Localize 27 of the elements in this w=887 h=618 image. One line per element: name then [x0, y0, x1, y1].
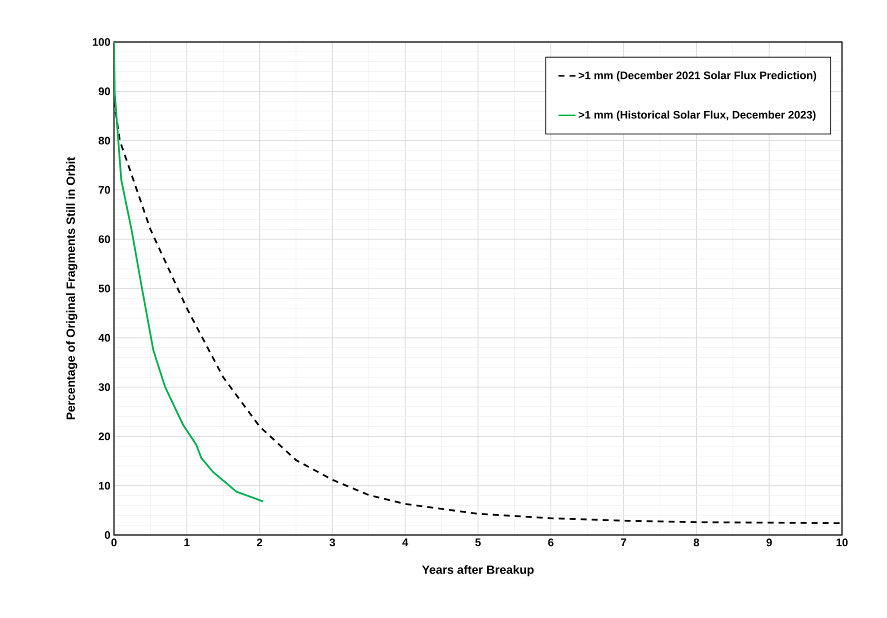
x-axis-title: Years after Breakup [422, 565, 534, 576]
y-tick-label: 30 [98, 383, 110, 391]
x-tick-label: 6 [548, 538, 554, 546]
x-tick-label: 4 [402, 538, 408, 546]
y-tick-label: 20 [98, 432, 110, 440]
y-tick-label: 10 [98, 482, 110, 490]
x-tick-label: 0 [111, 538, 117, 546]
legend-label: >1 mm (Historical Solar Flux, December 2023) [578, 110, 816, 121]
y-tick-label: 0 [104, 531, 110, 539]
y-tick-label: 60 [98, 235, 110, 244]
x-tick-label: 2 [256, 538, 262, 546]
x-tick-label: 1 [184, 538, 190, 546]
y-tick-label: 50 [98, 284, 110, 292]
x-tick-label: 10 [836, 538, 848, 546]
y-axis-title: Percentage of Original Fragments Still in Orbit [66, 157, 78, 420]
legend-label: >1 mm (December 2021 Solar Flux Prediction) [578, 71, 816, 82]
x-tick-label: 5 [475, 538, 481, 546]
y-tick-label: 40 [98, 334, 110, 342]
line-series [114, 42, 264, 502]
y-tick-label: 90 [98, 87, 110, 96]
x-tick-label: 7 [621, 538, 626, 546]
x-tick-label: 8 [694, 538, 700, 546]
x-tick-label: 3 [330, 538, 336, 546]
y-tick-label: 70 [98, 186, 110, 194]
x-tick-label: 9 [766, 538, 772, 546]
y-tick-label: 100 [92, 38, 110, 46]
y-tick-label: 80 [98, 136, 110, 144]
